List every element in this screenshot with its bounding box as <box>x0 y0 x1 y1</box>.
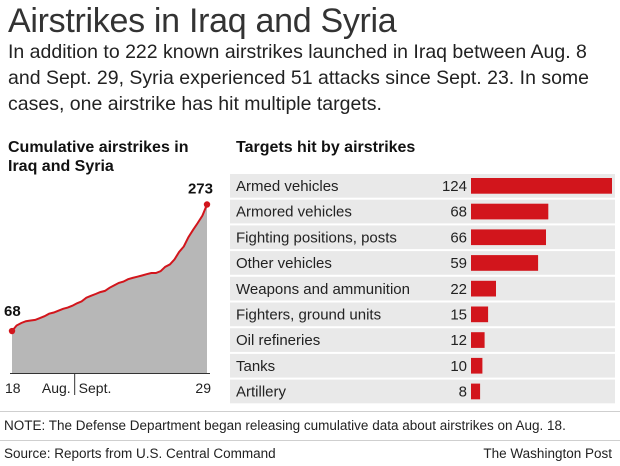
row-background <box>230 328 615 352</box>
left-chart-title: Cumulative airstrikes in Iraq and Syria <box>8 139 189 175</box>
category-label: Armored vehicles <box>236 204 352 221</box>
source-divider <box>0 440 620 441</box>
category-label: Fighting positions, posts <box>236 229 397 246</box>
bar-chart-title: Targets hit by airstrikes <box>236 139 416 156</box>
bar <box>471 357 483 374</box>
bar <box>471 383 481 400</box>
end-value-label: 273 <box>188 180 213 197</box>
x-tick-label: 29 <box>195 380 211 396</box>
source-text: Source: Reports from U.S. Central Comman… <box>4 446 276 461</box>
note-divider <box>0 411 620 412</box>
x-tick-label: 18 <box>5 380 21 396</box>
value-label: 59 <box>450 255 467 272</box>
category-label: Tanks <box>236 358 275 375</box>
x-tick-label: Aug. <box>42 380 71 396</box>
bar <box>471 332 485 348</box>
bar <box>471 280 496 297</box>
value-label: 22 <box>450 281 467 298</box>
row-background <box>230 276 615 301</box>
value-label: 68 <box>450 204 467 221</box>
category-label: Artillery <box>236 384 287 401</box>
category-label: Oil refineries <box>236 332 320 349</box>
bar <box>471 306 489 323</box>
start-point <box>8 327 16 335</box>
value-label: 66 <box>450 229 467 246</box>
bar <box>471 255 539 271</box>
credit-text: The Washington Post <box>483 446 612 461</box>
note-text: NOTE: The Defense Department began relea… <box>4 418 566 433</box>
row-background <box>230 302 615 327</box>
value-label: 15 <box>450 307 467 324</box>
value-label: 8 <box>459 384 467 401</box>
targets-bar-chart: Armed vehicles 124 Armored vehicles 68 Fight… <box>230 174 615 404</box>
bar <box>471 178 612 194</box>
value-label: 12 <box>450 332 467 349</box>
category-label: Weapons and ammunition <box>236 281 410 298</box>
category-label: Fighters, ground units <box>236 307 381 324</box>
chart-title: Airstrikes in Iraq and Syria <box>8 2 397 40</box>
row-background <box>230 353 615 378</box>
bar <box>471 203 549 220</box>
category-label: Armed vehicles <box>236 178 339 195</box>
cumulative-area-chart: 68 273 18 Aug. Sept. 29 <box>4 180 213 396</box>
cumulative-line <box>11 204 208 332</box>
end-point <box>203 201 211 208</box>
value-label: 10 <box>450 358 467 375</box>
start-value-label: 68 <box>4 303 21 320</box>
category-label: Other vehicles <box>236 255 332 272</box>
chart-dek: In addition to 222 known airstrikes laun… <box>8 41 590 115</box>
row-background <box>230 379 615 404</box>
x-tick-label: Sept. <box>79 380 112 396</box>
bar <box>471 229 546 246</box>
value-label: 124 <box>442 178 467 195</box>
